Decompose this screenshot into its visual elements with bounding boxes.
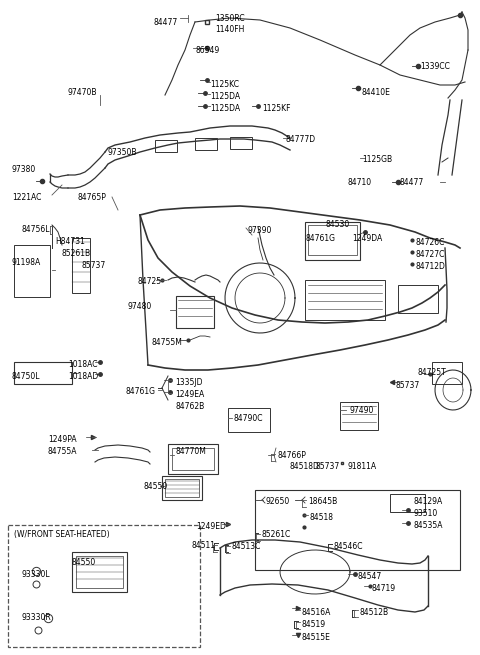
- Text: 84547: 84547: [358, 572, 382, 581]
- Bar: [432, 362, 462, 384]
- Text: 85737: 85737: [396, 381, 420, 390]
- Bar: [72, 238, 90, 293]
- Text: 1249PA: 1249PA: [48, 435, 77, 444]
- Text: 84530: 84530: [326, 220, 350, 229]
- Text: 84770M: 84770M: [176, 447, 207, 456]
- Text: 84719: 84719: [372, 584, 396, 593]
- Text: 1125DA: 1125DA: [210, 104, 240, 113]
- Text: 97480: 97480: [128, 302, 152, 311]
- Text: 84777D: 84777D: [285, 135, 315, 144]
- Text: 84550: 84550: [72, 558, 96, 567]
- Text: 84755A: 84755A: [48, 447, 77, 456]
- Text: 84762B: 84762B: [175, 402, 204, 411]
- Text: 84129A: 84129A: [413, 497, 442, 506]
- Bar: [228, 408, 270, 432]
- Bar: [340, 402, 378, 430]
- Text: 84511: 84511: [192, 541, 216, 550]
- Text: 1221AC: 1221AC: [12, 193, 41, 202]
- Text: 92650: 92650: [266, 497, 290, 506]
- Text: H84731: H84731: [55, 237, 85, 246]
- Text: 84750L: 84750L: [12, 372, 40, 381]
- Text: 84550: 84550: [143, 482, 167, 491]
- Text: 84766P: 84766P: [277, 451, 306, 460]
- Text: 84518D: 84518D: [290, 462, 320, 471]
- Text: 84756L: 84756L: [22, 225, 50, 234]
- Text: 84726C: 84726C: [415, 238, 444, 247]
- Text: 97390: 97390: [248, 226, 272, 235]
- Bar: [195, 138, 217, 150]
- Bar: [162, 476, 202, 500]
- Text: 1018AD: 1018AD: [68, 372, 98, 381]
- Bar: [168, 444, 218, 474]
- Text: 93330R: 93330R: [22, 613, 52, 622]
- Text: 84535A: 84535A: [413, 521, 443, 530]
- Bar: [176, 296, 214, 328]
- Text: 93330L: 93330L: [22, 570, 50, 579]
- Text: 1249EA: 1249EA: [175, 390, 204, 399]
- Text: 1018AC: 1018AC: [68, 360, 97, 369]
- Text: 97490: 97490: [350, 406, 374, 415]
- Text: 85737: 85737: [82, 261, 106, 270]
- Text: 1249DA: 1249DA: [352, 234, 382, 243]
- Text: 85737: 85737: [315, 462, 339, 471]
- Text: 85261C: 85261C: [262, 530, 291, 539]
- Text: 97380: 97380: [12, 165, 36, 174]
- Text: 91198A: 91198A: [12, 258, 41, 267]
- Bar: [172, 448, 214, 470]
- Text: 84477: 84477: [154, 18, 178, 27]
- Bar: [305, 280, 385, 320]
- Text: 84765P: 84765P: [78, 193, 107, 202]
- Text: 84790C: 84790C: [234, 414, 264, 423]
- Text: 1125GB: 1125GB: [362, 155, 392, 164]
- Text: 84712D: 84712D: [415, 262, 445, 271]
- Text: 1350RC: 1350RC: [215, 14, 245, 23]
- Text: 1125KF: 1125KF: [262, 104, 290, 113]
- Text: 84725T: 84725T: [418, 368, 447, 377]
- Text: 1140FH: 1140FH: [215, 25, 244, 34]
- Bar: [255, 490, 460, 570]
- Bar: [165, 479, 199, 497]
- Text: 84727C: 84727C: [415, 250, 444, 259]
- Text: 84512B: 84512B: [360, 608, 389, 617]
- Text: 84710: 84710: [348, 178, 372, 187]
- Bar: [14, 245, 50, 297]
- Text: 84518: 84518: [310, 513, 334, 522]
- Text: 97350B: 97350B: [108, 148, 137, 157]
- Text: 93510: 93510: [413, 509, 437, 518]
- Bar: [76, 556, 123, 588]
- Bar: [14, 362, 72, 384]
- Text: 91811A: 91811A: [348, 462, 377, 471]
- Text: 84725: 84725: [138, 277, 162, 286]
- Bar: [72, 552, 127, 592]
- Bar: [398, 285, 438, 313]
- Text: 84761G: 84761G: [125, 387, 155, 396]
- Text: 1125KC: 1125KC: [210, 80, 239, 89]
- Text: 84761G: 84761G: [306, 234, 336, 243]
- Text: 84410E: 84410E: [362, 88, 391, 97]
- Text: 1249ED: 1249ED: [196, 522, 226, 531]
- Text: 84515E: 84515E: [302, 633, 331, 642]
- Bar: [230, 137, 252, 149]
- Bar: [308, 225, 357, 255]
- Text: 1335JD: 1335JD: [175, 378, 203, 387]
- Text: 84516A: 84516A: [302, 608, 331, 617]
- Text: 84477: 84477: [400, 178, 424, 187]
- Text: 84519: 84519: [302, 620, 326, 629]
- Text: 84513C: 84513C: [232, 542, 262, 551]
- Bar: [305, 222, 360, 260]
- Text: 84755M: 84755M: [152, 338, 183, 347]
- Text: 86549: 86549: [195, 46, 219, 55]
- Text: (W/FRONT SEAT-HEATED): (W/FRONT SEAT-HEATED): [14, 530, 109, 539]
- Bar: [390, 494, 425, 512]
- Text: 84546C: 84546C: [334, 542, 363, 551]
- Text: 85261B: 85261B: [62, 249, 91, 258]
- Bar: [155, 140, 177, 152]
- Text: 1339CC: 1339CC: [420, 62, 450, 71]
- Text: 1125DA: 1125DA: [210, 92, 240, 101]
- Text: 18645B: 18645B: [308, 497, 337, 506]
- Text: 97470B: 97470B: [68, 88, 97, 97]
